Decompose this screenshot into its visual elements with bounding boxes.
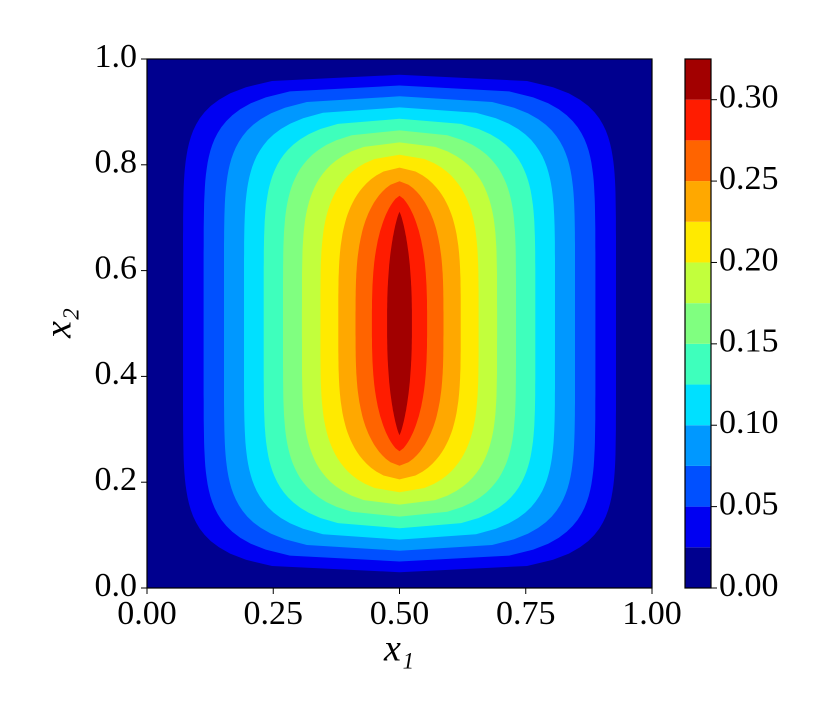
colorbar-band bbox=[685, 59, 711, 100]
colorbar-tick-label: 0.20 bbox=[719, 241, 779, 278]
colorbar-band bbox=[685, 303, 711, 344]
colorbar-band bbox=[685, 181, 711, 222]
x-tick-label: 1.00 bbox=[622, 595, 682, 632]
y-tick-label: 0.0 bbox=[95, 567, 138, 604]
colorbar-band bbox=[685, 465, 711, 507]
plot-area bbox=[147, 59, 652, 588]
colorbar-band bbox=[685, 221, 711, 263]
y-tick-label: 0.8 bbox=[95, 144, 138, 181]
colorbar-band bbox=[685, 547, 711, 588]
x-tick-label: 0.75 bbox=[496, 595, 556, 632]
colorbar-tick-label: 0.00 bbox=[719, 567, 779, 604]
colorbar-band bbox=[685, 506, 711, 548]
y-tick-label: 0.6 bbox=[95, 249, 138, 286]
colorbar-band bbox=[685, 343, 711, 385]
x-tick-label: 0.25 bbox=[244, 595, 304, 632]
colorbar-band bbox=[685, 99, 711, 141]
y-tick-label: 0.2 bbox=[95, 461, 138, 498]
contour-band bbox=[387, 211, 412, 436]
colorbar-band bbox=[685, 262, 711, 304]
y-axis-label: x₂ bbox=[38, 308, 80, 339]
colorbar-band bbox=[685, 425, 711, 466]
colorbar-tick-label: 0.30 bbox=[719, 78, 779, 115]
x-tick-label: 0.50 bbox=[370, 595, 430, 632]
y-tick-label: 0.4 bbox=[95, 355, 138, 392]
colorbar-tick-label: 0.05 bbox=[719, 485, 779, 522]
colorbar-tick-label: 0.15 bbox=[719, 323, 779, 360]
colorbar-band bbox=[685, 140, 711, 182]
colorbar-frame bbox=[684, 58, 712, 589]
x-axis-label: x₁ bbox=[383, 628, 414, 670]
x-tick-label: 0.00 bbox=[117, 595, 177, 632]
colorbar-tick-label: 0.25 bbox=[719, 160, 779, 197]
colorbar-band bbox=[685, 384, 711, 426]
colorbar-tick-label: 0.10 bbox=[719, 404, 779, 441]
y-tick-label: 1.0 bbox=[95, 38, 138, 75]
